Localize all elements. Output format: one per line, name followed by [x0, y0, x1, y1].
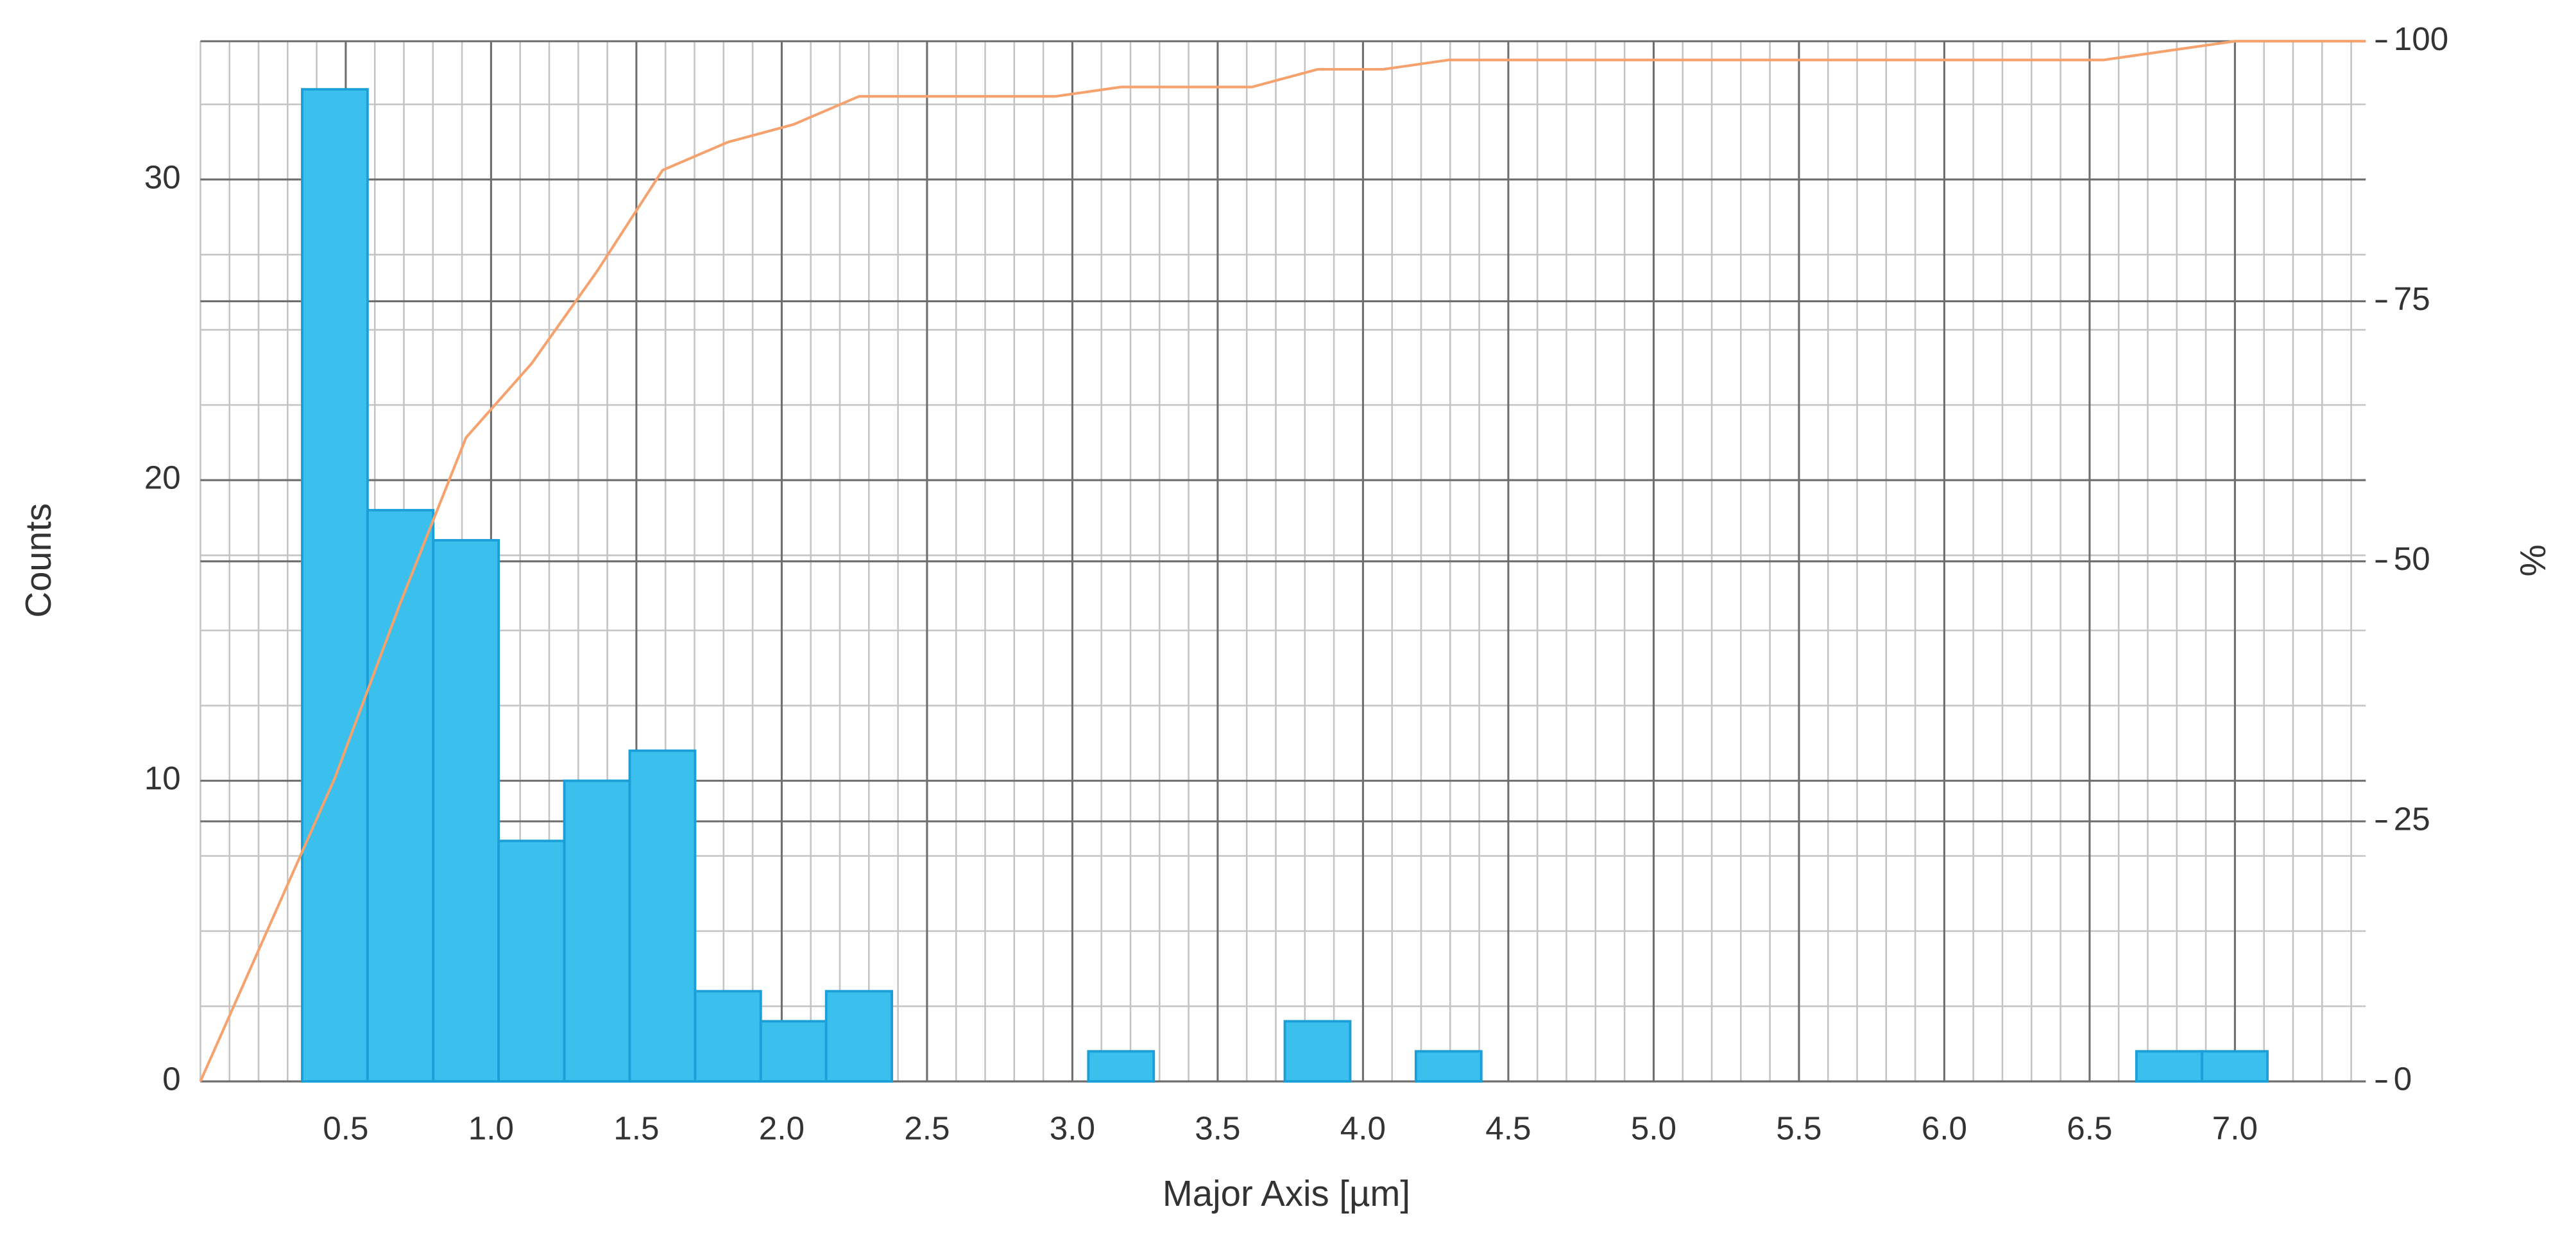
y2-tick-label: 0: [2394, 1061, 2412, 1097]
y2-tick-label: 50: [2394, 540, 2430, 577]
x-tick-label: 4.0: [1340, 1110, 1386, 1146]
histogram-bar: [628, 749, 697, 1083]
x-tick-label: 7.0: [2212, 1110, 2258, 1146]
histogram-bar: [2135, 1050, 2204, 1083]
x-tick-label: 1.5: [613, 1110, 659, 1146]
y2-tick-label: 100: [2394, 21, 2448, 57]
histogram-bar: [1087, 1050, 1156, 1083]
histogram-bar: [366, 509, 435, 1083]
x-tick-label: 6.0: [1922, 1110, 1967, 1146]
x-tick-label: 5.5: [1776, 1110, 1821, 1146]
x-tick-label: 6.5: [2067, 1110, 2112, 1146]
x-tick-label: 1.0: [468, 1110, 514, 1146]
x-tick-label: 3.0: [1050, 1110, 1095, 1146]
y2-tick-label: 75: [2394, 280, 2430, 317]
histogram-bar: [759, 1020, 828, 1083]
x-tick-label: 2.0: [759, 1110, 805, 1146]
y-tick-label: 10: [144, 760, 181, 796]
x-tick-label: 4.5: [1485, 1110, 1531, 1146]
histogram-bar: [301, 88, 369, 1083]
histogram-bar: [1283, 1020, 1352, 1083]
x-axis-title: Major Axis [µm]: [1163, 1173, 1410, 1214]
histogram-bar: [1414, 1050, 1483, 1083]
x-tick-label: 3.5: [1195, 1110, 1240, 1146]
histogram-bar: [432, 538, 500, 1083]
y-tick-label: 0: [162, 1061, 180, 1097]
histogram-bar: [694, 990, 762, 1083]
x-tick-label: 0.5: [323, 1110, 368, 1146]
y2-axis-title: %: [2512, 544, 2553, 576]
y2-tick-label: 25: [2394, 800, 2430, 837]
histogram-bar: [497, 839, 566, 1083]
cumulative-line: [199, 40, 2366, 1082]
histogram-bar: [563, 779, 631, 1083]
x-tick-label: 5.0: [1631, 1110, 1676, 1146]
histogram-bar: [824, 990, 894, 1083]
y-tick-label: 20: [144, 459, 181, 496]
y-tick-label: 30: [144, 159, 181, 195]
x-tick-label: 2.5: [904, 1110, 950, 1146]
histogram-bar: [2201, 1050, 2269, 1083]
y-axis-title: Counts: [18, 503, 58, 617]
